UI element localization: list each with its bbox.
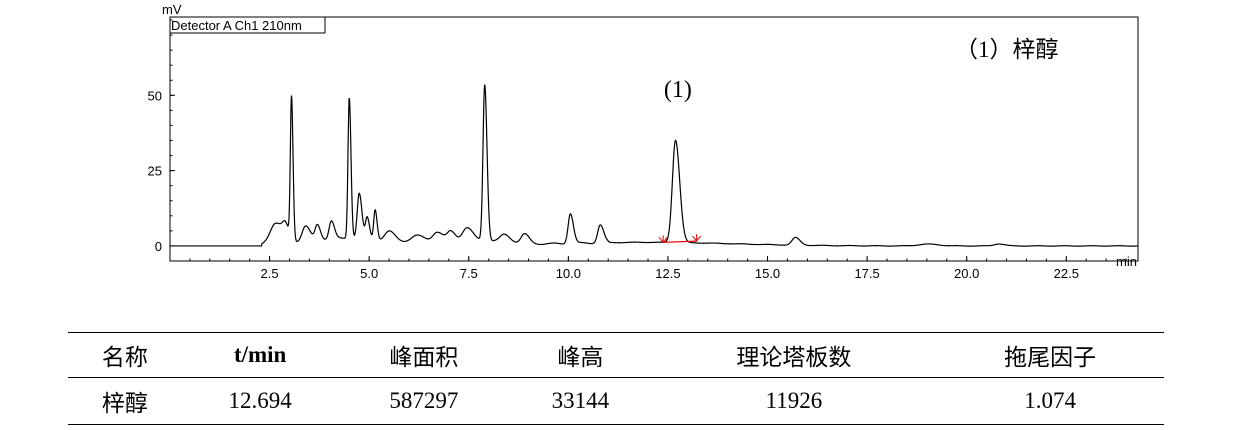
- x-tick-label: 15.0: [755, 266, 780, 281]
- header-peak-area: 峰面积: [389, 345, 459, 370]
- header-retention-time: t/min: [233, 342, 287, 367]
- cell-name: 梓醇: [101, 391, 148, 416]
- integration-marker-stroke: [692, 235, 698, 242]
- x-tick-label: 22.5: [1054, 266, 1079, 281]
- chromatogram-chart: mV min Detector A Ch1 210nm （1）梓醇 2.5 5.0…: [148, 2, 1139, 281]
- peak-label: (1): [664, 77, 692, 103]
- header-name: 名称: [101, 345, 148, 370]
- x-tick-label: 10.0: [556, 266, 581, 281]
- x-tick-label: 20.0: [954, 266, 979, 281]
- x-tick-label: 5.0: [360, 266, 378, 281]
- y-axis-ticks: 0 25 50: [148, 19, 175, 254]
- cell-tailing-factor: 1.074: [1024, 388, 1076, 413]
- cell-peak-height: 33144: [551, 388, 610, 413]
- cell-retention-time: 12.694: [228, 388, 292, 413]
- detector-label: Detector A Ch1 210nm: [171, 18, 302, 33]
- y-tick-label: 50: [148, 88, 162, 103]
- cell-peak-area: 587297: [389, 388, 459, 413]
- x-tick-label: 12.5: [655, 266, 680, 281]
- plot-frame: [169, 16, 1139, 262]
- x-axis-unit: min: [1116, 254, 1137, 269]
- legend-text: （1）梓醇: [955, 37, 1059, 62]
- table-row: 梓醇 12.694 587297 33144 11926 1.074: [68, 378, 1164, 425]
- chromatogram-trace: [170, 84, 1139, 247]
- x-tick-label: 7.5: [460, 266, 478, 281]
- integration-marker-stroke: [658, 237, 664, 243]
- y-tick-label: 0: [155, 239, 162, 254]
- header-theoretical-plates: 理论塔板数: [736, 345, 852, 370]
- x-axis-ticks: 2.5 5.0 7.5 10.0 12.5 15.0 17.5 20.0 22.5: [189, 256, 1127, 281]
- integration-baseline: [663, 240, 697, 243]
- integration-markers: [658, 234, 702, 243]
- integration-marker-stroke: [696, 235, 702, 242]
- header-peak-height: 峰高: [557, 345, 604, 370]
- x-tick-label: 17.5: [854, 266, 879, 281]
- y-axis-unit: mV: [162, 2, 182, 17]
- detector-label-box: Detector A Ch1 210nm: [169, 16, 326, 34]
- x-tick-label: 2.5: [261, 266, 279, 281]
- table-header-row: 名称 t/min 峰面积 峰高 理论塔板数 拖尾因子: [68, 332, 1164, 378]
- integration-marker-stroke: [662, 237, 668, 243]
- results-table: 名称 t/min 峰面积 峰高 理论塔板数 拖尾因子 梓醇 12.694 587…: [68, 332, 1164, 425]
- y-tick-label: 25: [148, 164, 162, 179]
- header-tailing-factor: 拖尾因子: [1004, 345, 1097, 370]
- cell-theoretical-plates: 11926: [765, 388, 823, 413]
